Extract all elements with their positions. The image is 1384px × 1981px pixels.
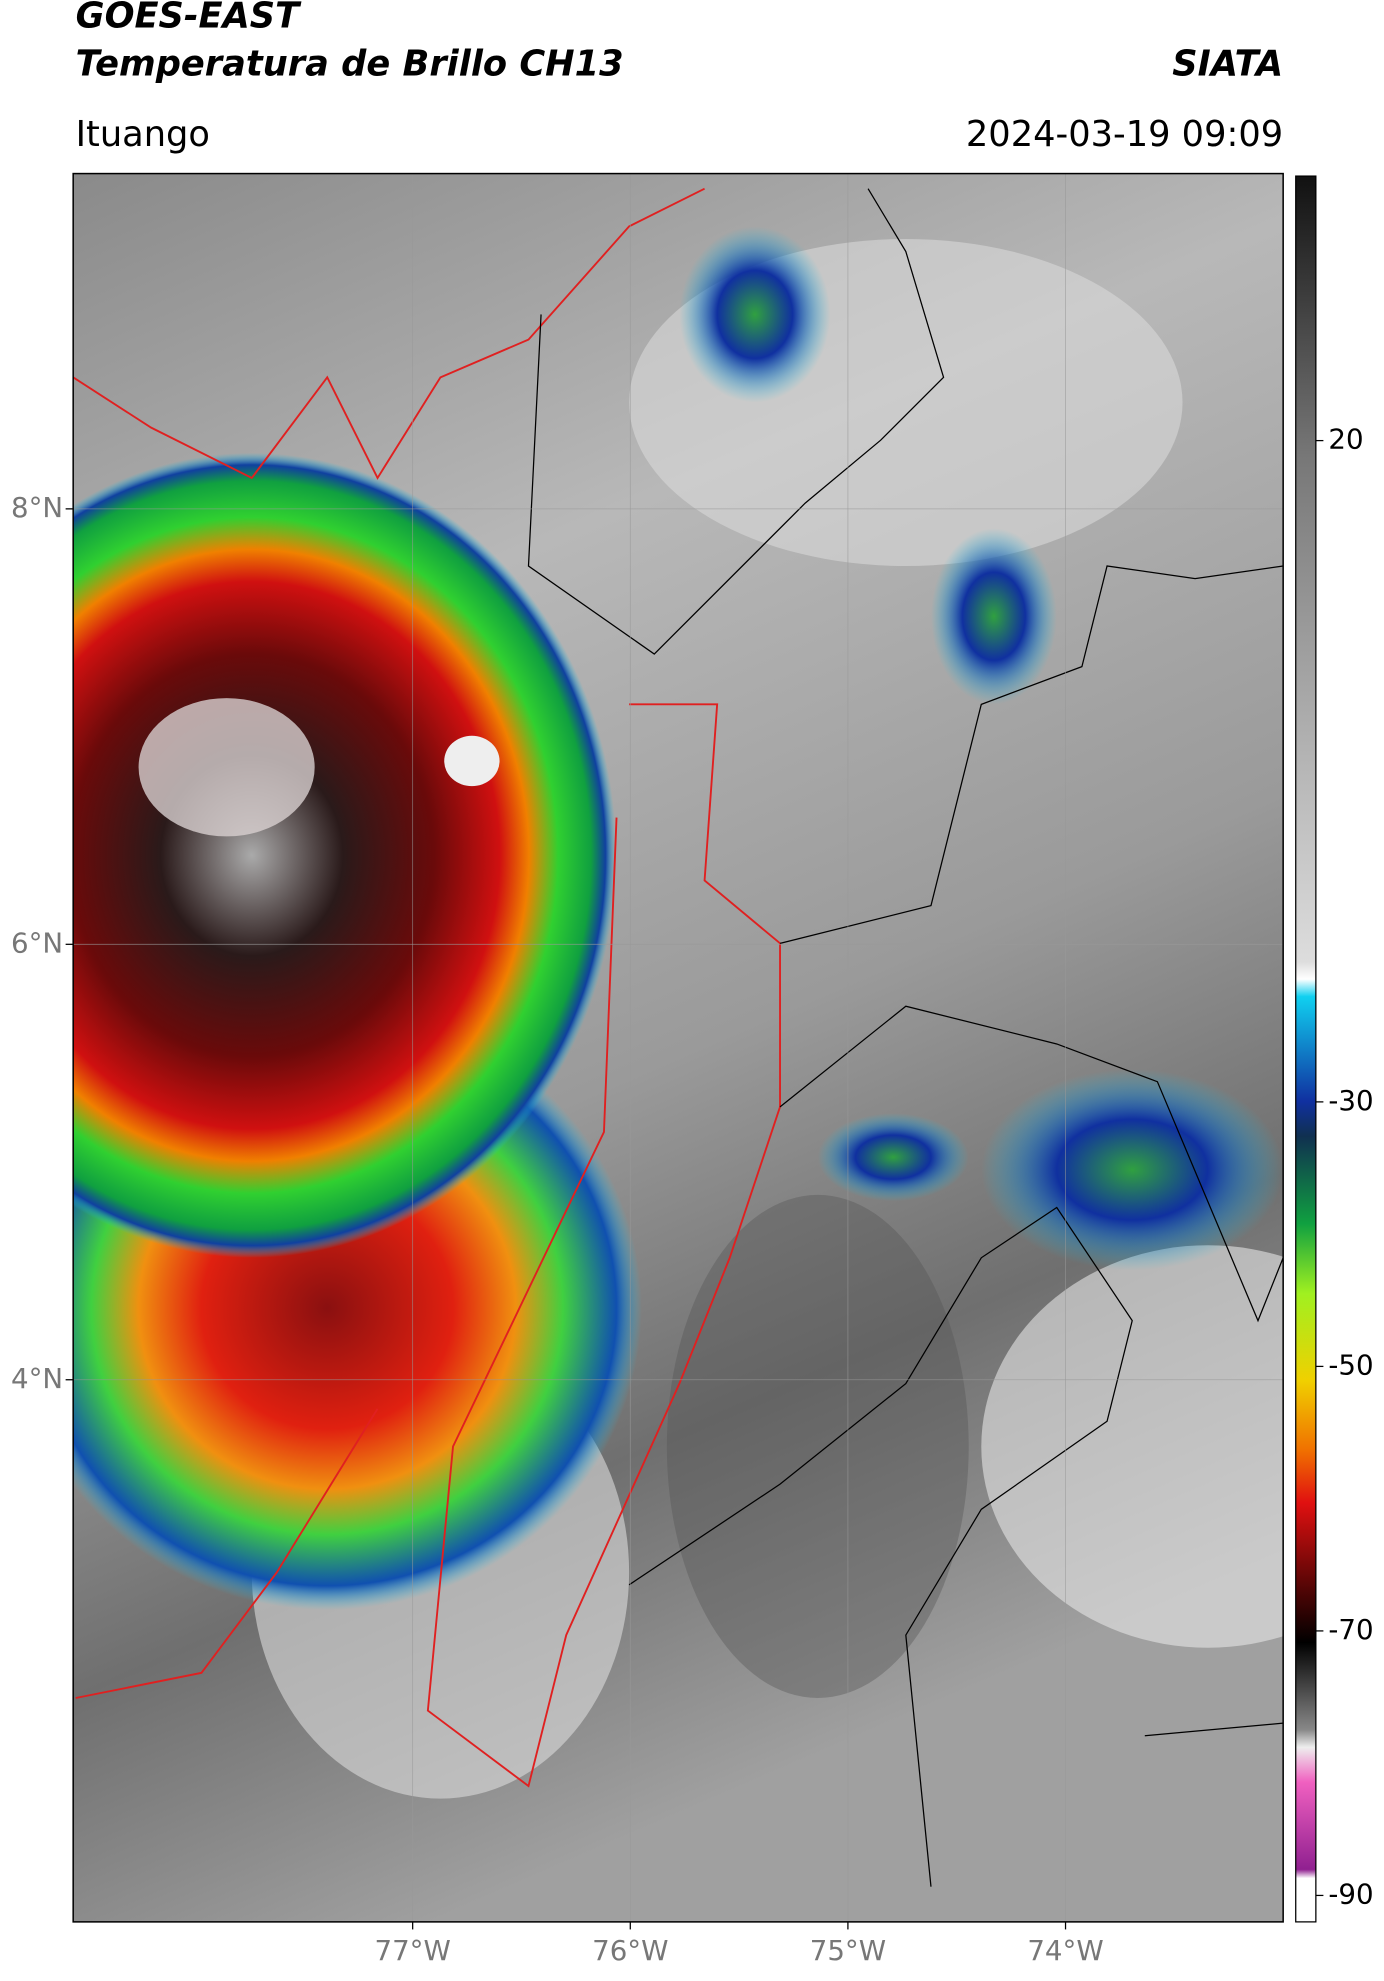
colorbar xyxy=(1295,175,1317,1923)
x-tick-label: 74°W xyxy=(1027,1934,1103,1967)
y-tick-label: 4°N xyxy=(11,1362,63,1395)
colorbar-tick-label: -50 xyxy=(1328,1348,1373,1381)
datetime: 2024-03-19 09:09 xyxy=(966,114,1283,155)
y-tick-label: 8°N xyxy=(11,491,63,524)
title: GOES-EAST xyxy=(76,0,302,37)
location: Ituango xyxy=(76,114,210,155)
colorbar-tick-label: -90 xyxy=(1328,1877,1373,1910)
x-tick-label: 75°W xyxy=(810,1934,886,1967)
map-frame xyxy=(72,172,1284,1923)
map-image xyxy=(73,173,1284,1922)
colorbar-tick-label: -70 xyxy=(1328,1613,1373,1646)
subtitle: Temperatura de Brillo CH13 xyxy=(76,43,624,84)
colorbar-tick-label: -30 xyxy=(1328,1084,1373,1117)
x-tick-label: 77°W xyxy=(374,1934,450,1967)
y-tick-label: 6°N xyxy=(11,926,63,959)
source: SIATA xyxy=(1172,43,1283,84)
x-tick-label: 76°W xyxy=(592,1934,668,1967)
colorbar-tick-label: 20 xyxy=(1328,423,1363,456)
